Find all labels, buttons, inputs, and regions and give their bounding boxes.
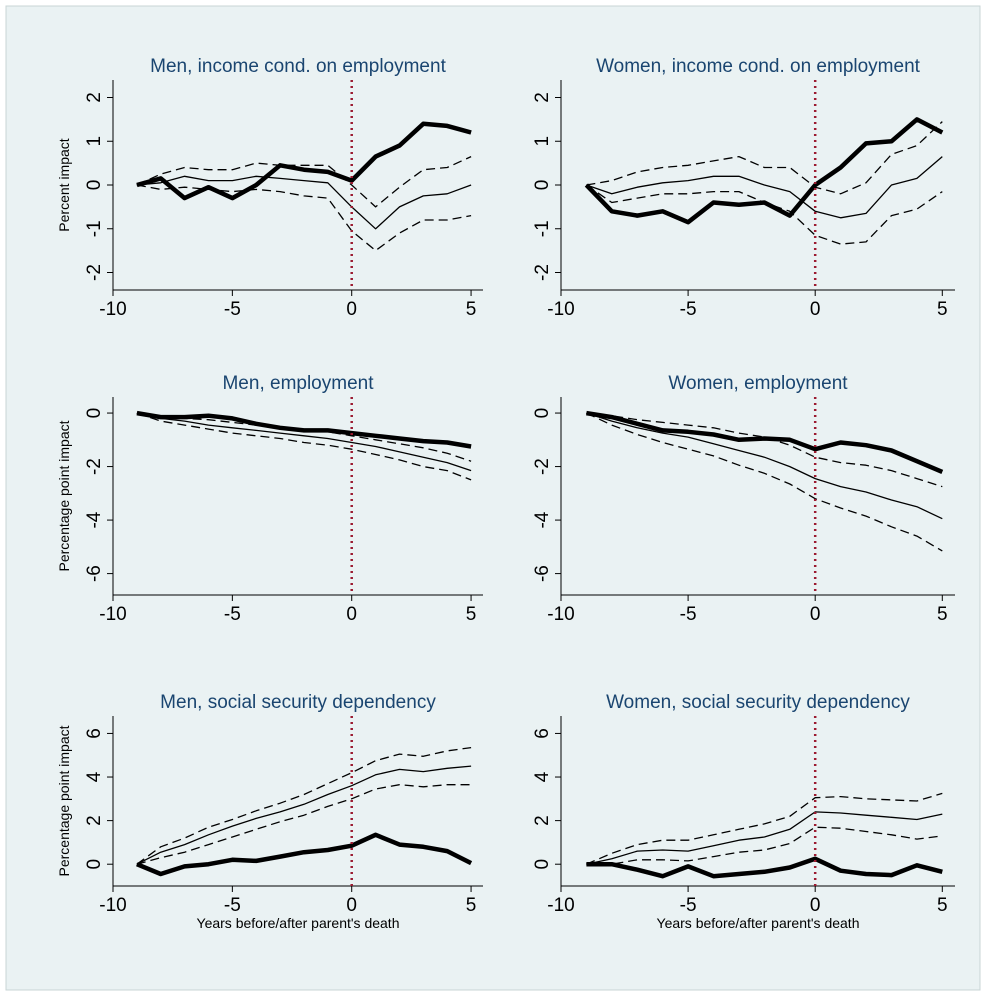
x-tick-label: 0 [810, 604, 821, 625]
series-line-dashed [136, 412, 472, 481]
x-tick-label: -5 [680, 299, 697, 320]
y-tick-label: 6 [84, 728, 105, 739]
x-tick-label: -10 [547, 604, 574, 625]
x-tick-label: 0 [810, 299, 821, 320]
panel-title: Women, income cond. on employment [596, 56, 921, 77]
x-tick-label: 5 [466, 895, 477, 916]
panel-title: Men, income cond. on employment [150, 56, 446, 77]
x-tick-label: -10 [547, 895, 574, 916]
y-axis-label: Percentage point impact [56, 725, 72, 876]
series-line-solid [136, 765, 472, 865]
x-tick-label: 0 [810, 895, 821, 916]
series-line-solid [136, 412, 472, 472]
x-tick-label: 5 [937, 895, 948, 916]
panel-title: Men, employment [222, 373, 374, 394]
series-line-thick [586, 410, 944, 474]
y-tick-label: 1 [532, 136, 553, 147]
series-line-dashed [586, 826, 943, 865]
panel-title: Women, employment [668, 373, 848, 394]
y-tick-label: -1 [84, 220, 105, 237]
series-line-dashed [136, 184, 472, 252]
series-line-dashed [136, 784, 472, 865]
series-line-dashed [586, 792, 943, 865]
x-tick-label: 0 [346, 299, 357, 320]
x-tick-label: -10 [547, 299, 574, 320]
y-tick-label: 1 [84, 136, 105, 147]
panel-women-social: Women, social security dependency 0 2 4 6 -10… [532, 692, 955, 931]
x-axis-label: Years before/after parent's death [197, 915, 400, 931]
x-tick-label: 5 [466, 299, 477, 320]
series-line-solid [136, 175, 472, 230]
x-tick-label: -5 [680, 604, 697, 625]
y-tick-label: 2 [84, 92, 105, 103]
series-line-dashed [136, 156, 472, 208]
series-line-thick [586, 856, 943, 879]
x-tick-label: -5 [680, 895, 697, 916]
y-axis-label: Percentage point impact [56, 420, 72, 571]
x-tick-label: 5 [937, 299, 948, 320]
y-tick-label: -2 [84, 458, 105, 475]
y-tick-label: 0 [532, 180, 553, 191]
y-tick-label: -2 [84, 264, 105, 281]
x-tick-label: 0 [346, 604, 357, 625]
series-line-dashed [136, 746, 472, 865]
x-tick-label: 5 [466, 604, 477, 625]
series-line-solid [586, 156, 943, 219]
panel-title: Women, social security dependency [606, 692, 910, 713]
y-tick-label: -4 [532, 511, 553, 528]
y-tick-label: -1 [532, 220, 553, 237]
panel-women-employment: Women, employment -6 -4 -2 0 -10 -5 0 5 [532, 373, 955, 625]
x-tick-label: 5 [937, 604, 948, 625]
panel-title: Men, social security dependency [160, 692, 436, 713]
x-tick-label: 0 [346, 895, 357, 916]
y-tick-label: 4 [84, 771, 105, 782]
x-tick-label: -10 [99, 299, 126, 320]
y-tick-label: 0 [84, 408, 105, 419]
y-axis-label: Percent impact [56, 138, 72, 231]
x-tick-label: -5 [224, 895, 241, 916]
panel-men-social: Men, social security dependency 0 2 4 6 -10 -5… [56, 692, 483, 931]
x-tick-label: -10 [99, 895, 126, 916]
y-tick-label: -2 [532, 264, 553, 281]
y-tick-label: -6 [532, 565, 553, 582]
series-line-dashed [586, 412, 943, 488]
series-line-thick [136, 832, 473, 877]
y-tick-label: -4 [84, 511, 105, 528]
y-tick-label: 0 [532, 859, 553, 870]
y-tick-label: 0 [532, 408, 553, 419]
y-tick-label: 2 [84, 815, 105, 826]
y-tick-label: -2 [532, 458, 553, 475]
y-tick-label: 2 [532, 815, 553, 826]
series-line-dashed [586, 412, 943, 552]
figure-background [5, 5, 981, 991]
y-tick-label: 0 [84, 180, 105, 191]
y-tick-label: 0 [84, 859, 105, 870]
panel-men-employment: Men, employment -6 -4 -2 0 -10 -5 0 5 Percentage … [56, 373, 483, 625]
panel-women-income: Women, income cond. on employment-2-1012… [532, 56, 955, 320]
series-line-solid [586, 811, 943, 865]
y-tick-label: 4 [532, 771, 553, 782]
series-line-dashed [586, 184, 943, 245]
panels: Men, income cond. on employment-2-1012-1… [56, 56, 955, 931]
x-tick-label: -5 [224, 299, 241, 320]
y-tick-label: -6 [84, 565, 105, 582]
panel-men-income: Men, income cond. on employment-2-1012-1… [56, 56, 483, 320]
series-line-dashed [136, 412, 472, 462]
series-line-dashed [586, 121, 943, 195]
x-axis-label: Years before/after parent's death [657, 915, 860, 931]
series-line-thick [136, 121, 472, 201]
x-tick-label: -10 [99, 604, 126, 625]
y-tick-label: 2 [532, 92, 553, 103]
x-tick-label: -5 [224, 604, 241, 625]
series-line-solid [586, 412, 943, 520]
y-tick-label: 6 [532, 728, 553, 739]
